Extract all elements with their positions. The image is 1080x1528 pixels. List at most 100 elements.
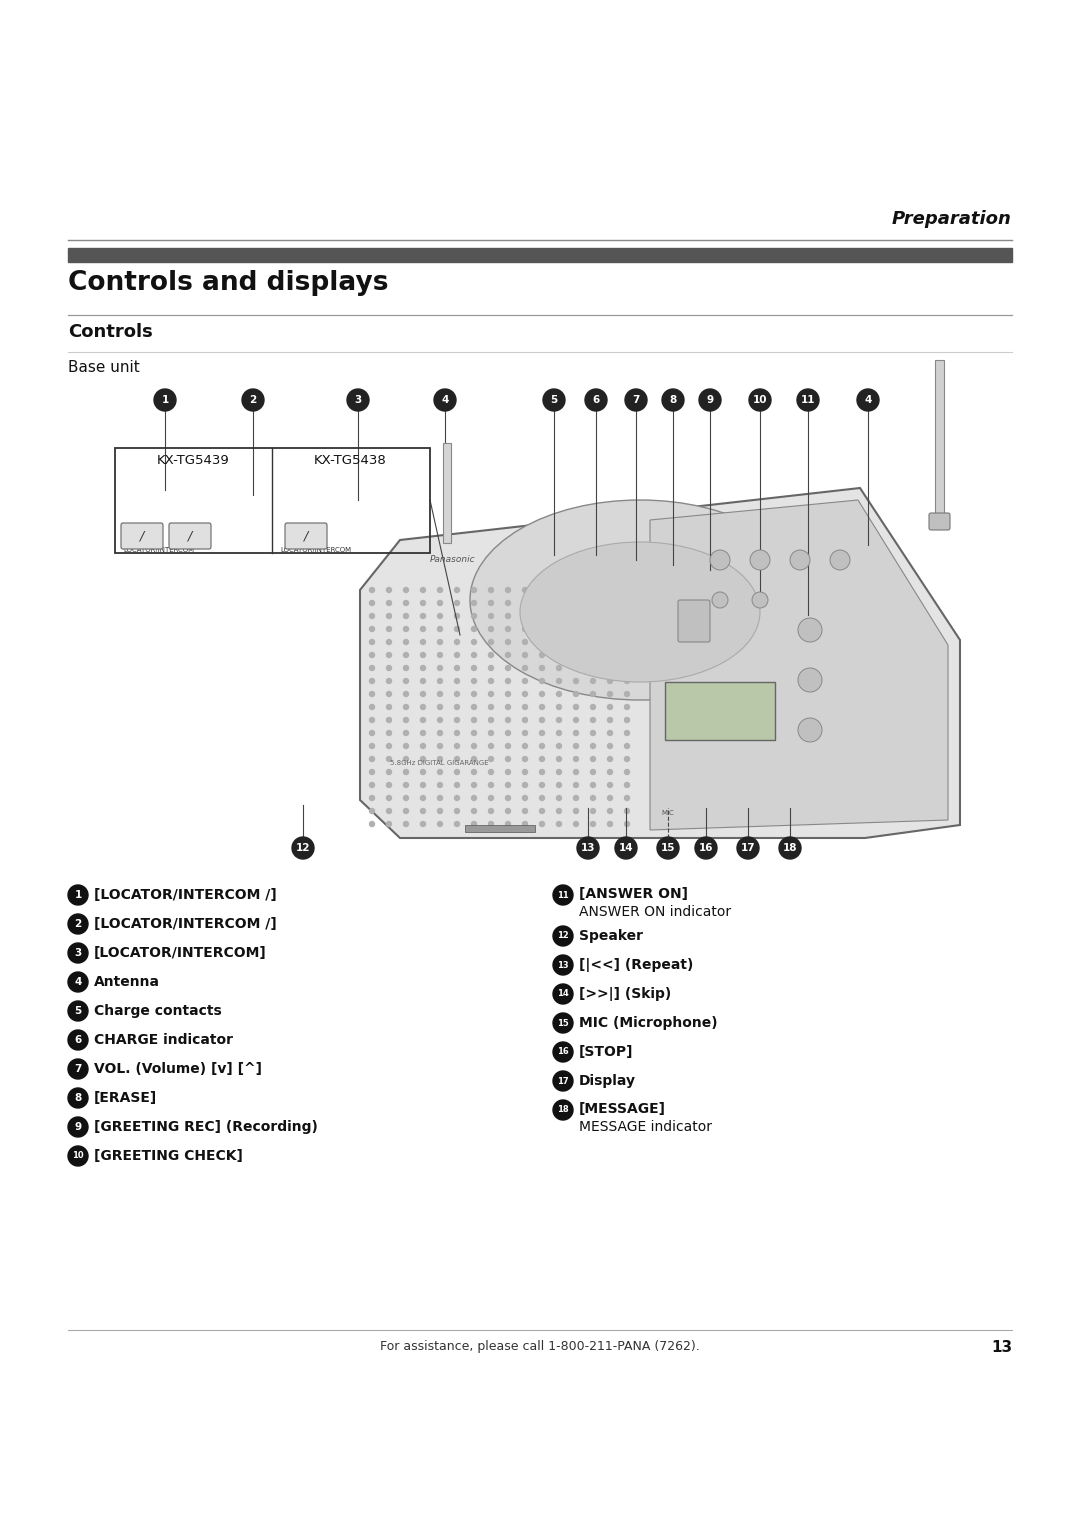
Circle shape — [437, 614, 443, 619]
Circle shape — [292, 837, 314, 859]
Text: 7: 7 — [75, 1063, 82, 1074]
Circle shape — [624, 678, 630, 683]
Circle shape — [607, 796, 612, 801]
Circle shape — [699, 390, 721, 411]
Circle shape — [472, 770, 476, 775]
Text: [LOCATOR/INTERCOM /]: [LOCATOR/INTERCOM /] — [94, 917, 276, 931]
Circle shape — [591, 744, 595, 749]
Text: 7: 7 — [632, 396, 639, 405]
Circle shape — [472, 782, 476, 787]
Circle shape — [472, 652, 476, 657]
Circle shape — [556, 782, 562, 787]
Circle shape — [523, 770, 527, 775]
Circle shape — [387, 614, 391, 619]
Circle shape — [68, 1117, 87, 1137]
Circle shape — [420, 587, 426, 593]
Circle shape — [455, 640, 459, 645]
Circle shape — [523, 718, 527, 723]
Circle shape — [387, 822, 391, 827]
Text: Preparation: Preparation — [892, 209, 1012, 228]
Circle shape — [420, 626, 426, 631]
Circle shape — [68, 1146, 87, 1166]
Circle shape — [523, 796, 527, 801]
Circle shape — [556, 808, 562, 813]
Text: /: / — [303, 530, 308, 542]
FancyBboxPatch shape — [285, 523, 327, 549]
Circle shape — [607, 652, 612, 657]
Circle shape — [68, 943, 87, 963]
Circle shape — [625, 390, 647, 411]
Circle shape — [750, 550, 770, 570]
Circle shape — [404, 640, 408, 645]
Circle shape — [591, 822, 595, 827]
Circle shape — [488, 782, 494, 787]
Circle shape — [523, 640, 527, 645]
Circle shape — [505, 614, 511, 619]
Circle shape — [488, 652, 494, 657]
Circle shape — [387, 808, 391, 813]
Circle shape — [488, 808, 494, 813]
Text: LOCATOR/INTERCOM: LOCATOR/INTERCOM — [123, 547, 194, 553]
Circle shape — [523, 782, 527, 787]
Text: 11: 11 — [800, 396, 815, 405]
Circle shape — [437, 652, 443, 657]
Circle shape — [540, 626, 544, 631]
Circle shape — [455, 822, 459, 827]
Text: 12: 12 — [557, 932, 569, 941]
Circle shape — [737, 837, 759, 859]
Circle shape — [437, 782, 443, 787]
Circle shape — [505, 718, 511, 723]
Bar — [665, 681, 775, 740]
FancyBboxPatch shape — [929, 513, 950, 530]
Circle shape — [505, 601, 511, 605]
Circle shape — [437, 718, 443, 723]
Circle shape — [437, 626, 443, 631]
Text: 10: 10 — [72, 1152, 84, 1160]
Circle shape — [472, 808, 476, 813]
Text: [GREETING CHECK]: [GREETING CHECK] — [94, 1149, 243, 1163]
Text: 9: 9 — [75, 1122, 82, 1132]
Circle shape — [540, 652, 544, 657]
Circle shape — [505, 587, 511, 593]
Circle shape — [437, 678, 443, 683]
Circle shape — [488, 730, 494, 735]
Circle shape — [540, 666, 544, 671]
Circle shape — [437, 744, 443, 749]
Circle shape — [404, 730, 408, 735]
Circle shape — [523, 756, 527, 761]
Circle shape — [556, 796, 562, 801]
Circle shape — [455, 626, 459, 631]
Circle shape — [505, 796, 511, 801]
Circle shape — [472, 614, 476, 619]
Circle shape — [369, 744, 375, 749]
Circle shape — [437, 730, 443, 735]
Circle shape — [712, 591, 728, 608]
Circle shape — [404, 626, 408, 631]
Circle shape — [404, 744, 408, 749]
Circle shape — [591, 808, 595, 813]
Circle shape — [437, 756, 443, 761]
Circle shape — [472, 640, 476, 645]
Text: 15: 15 — [557, 1019, 569, 1027]
Circle shape — [437, 587, 443, 593]
Text: 4: 4 — [442, 396, 448, 405]
Circle shape — [505, 730, 511, 735]
Circle shape — [369, 601, 375, 605]
Circle shape — [420, 808, 426, 813]
Circle shape — [68, 1088, 87, 1108]
Circle shape — [591, 756, 595, 761]
Circle shape — [404, 770, 408, 775]
Circle shape — [437, 770, 443, 775]
FancyBboxPatch shape — [121, 523, 163, 549]
Circle shape — [543, 390, 565, 411]
Text: LOCATOR/INTERCOM: LOCATOR/INTERCOM — [280, 547, 351, 553]
Circle shape — [591, 770, 595, 775]
Circle shape — [553, 926, 573, 946]
Text: Base unit: Base unit — [68, 361, 139, 374]
Circle shape — [540, 808, 544, 813]
Circle shape — [523, 822, 527, 827]
Circle shape — [369, 730, 375, 735]
Text: 5.8GHz DIGITAL GIGARANGE: 5.8GHz DIGITAL GIGARANGE — [390, 759, 488, 766]
Circle shape — [540, 730, 544, 735]
Circle shape — [573, 782, 579, 787]
